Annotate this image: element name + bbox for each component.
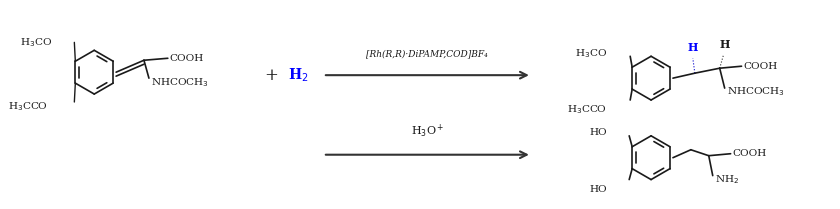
Text: H$_3$CCO: H$_3$CCO	[567, 104, 607, 116]
Text: NHCOCH$_3$: NHCOCH$_3$	[727, 86, 785, 98]
Text: [Rh(​​​​,​​​​)·DiPAMP,COD]BF₄: [Rh(​​​​,​​​​)·DiPAMP,COD]BF₄	[419, 55, 435, 57]
Text: [Rh(R,R)·DiPAMP,COD]BF₄: [Rh(R,R)·DiPAMP,COD]BF₄	[366, 49, 488, 58]
Text: H$_3$CO: H$_3$CO	[575, 47, 607, 60]
Text: COOH: COOH	[170, 54, 204, 63]
Text: H: H	[688, 42, 698, 53]
Text: HO: HO	[590, 128, 607, 137]
Text: NH$_2$: NH$_2$	[715, 173, 739, 186]
Text: H$_2$: H$_2$	[288, 66, 308, 84]
Text: H$_3$CCO: H$_3$CCO	[8, 101, 48, 113]
Text: H$_3$CO: H$_3$CO	[20, 36, 52, 49]
Text: HO: HO	[590, 185, 607, 194]
Text: COOH: COOH	[743, 62, 778, 71]
Text: NHCOCH$_3$: NHCOCH$_3$	[151, 76, 208, 89]
Text: H$_3$O$^+$: H$_3$O$^+$	[411, 123, 444, 140]
Text: +: +	[265, 67, 278, 84]
Text: COOH: COOH	[732, 149, 767, 158]
Text: H: H	[720, 39, 730, 50]
